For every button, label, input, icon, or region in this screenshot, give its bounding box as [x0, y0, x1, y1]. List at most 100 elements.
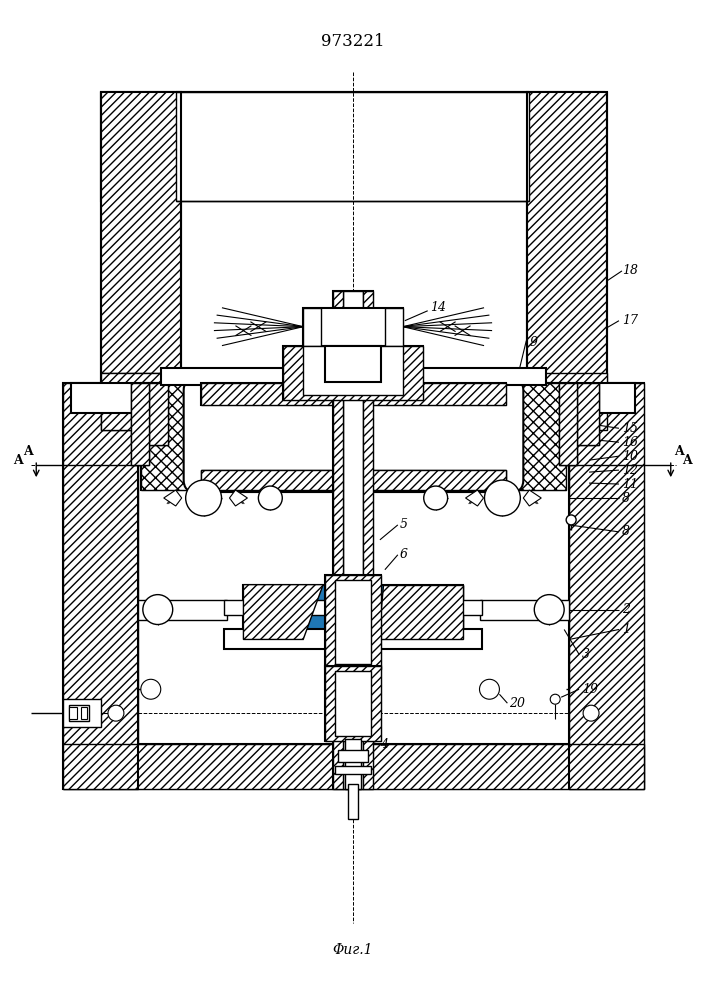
Text: 13: 13: [415, 377, 431, 390]
Circle shape: [186, 480, 221, 516]
Bar: [141, 383, 566, 490]
Text: 15: 15: [622, 422, 638, 435]
Bar: [71, 383, 181, 413]
Bar: [385, 308, 403, 346]
Text: Φиг.1: Φиг.1: [333, 943, 373, 957]
Polygon shape: [230, 490, 247, 506]
Bar: [201, 383, 506, 405]
Bar: [63, 383, 138, 789]
Bar: [325, 575, 381, 669]
Circle shape: [141, 679, 160, 699]
Bar: [506, 383, 566, 490]
Bar: [335, 766, 371, 774]
Bar: [527, 92, 607, 400]
Text: 8: 8: [622, 525, 630, 538]
Text: 16: 16: [622, 436, 638, 449]
Text: 20: 20: [509, 697, 525, 710]
Circle shape: [534, 595, 564, 625]
Text: 19: 19: [582, 683, 598, 696]
Bar: [201, 383, 506, 405]
Polygon shape: [465, 490, 484, 506]
Bar: [569, 383, 644, 789]
Text: A: A: [13, 454, 23, 467]
Bar: [101, 92, 604, 201]
Circle shape: [479, 679, 499, 699]
Text: 1: 1: [622, 623, 630, 636]
Bar: [325, 666, 381, 741]
Circle shape: [484, 480, 520, 516]
Bar: [101, 373, 181, 430]
Bar: [141, 383, 201, 490]
Circle shape: [566, 515, 576, 525]
Text: 9: 9: [530, 336, 537, 349]
Bar: [373, 600, 482, 615]
Bar: [176, 92, 530, 201]
Text: A: A: [674, 445, 684, 458]
Text: 11: 11: [622, 478, 638, 491]
Bar: [363, 291, 373, 789]
Text: 3: 3: [582, 648, 590, 661]
Bar: [284, 346, 423, 400]
Bar: [243, 585, 328, 639]
Bar: [345, 739, 361, 789]
Circle shape: [423, 486, 448, 510]
Bar: [201, 470, 506, 490]
Bar: [69, 705, 89, 721]
Text: 8: 8: [622, 492, 630, 505]
Bar: [343, 291, 363, 789]
Bar: [333, 291, 373, 789]
Bar: [479, 600, 569, 620]
Polygon shape: [378, 585, 462, 639]
Text: 6: 6: [400, 548, 408, 561]
Text: 17: 17: [622, 314, 638, 327]
Bar: [201, 470, 506, 490]
Bar: [63, 744, 644, 789]
Text: 4: 4: [380, 738, 388, 751]
Bar: [378, 585, 462, 639]
Text: 14: 14: [430, 301, 445, 314]
Bar: [378, 585, 462, 639]
Bar: [325, 575, 381, 669]
Bar: [101, 373, 181, 430]
Polygon shape: [243, 585, 323, 639]
Bar: [284, 346, 423, 400]
Bar: [527, 383, 635, 413]
Bar: [569, 383, 599, 445]
Text: 2: 2: [622, 603, 630, 616]
Text: 12: 12: [622, 464, 638, 477]
Bar: [559, 383, 577, 465]
Bar: [335, 671, 371, 736]
Bar: [63, 699, 101, 727]
Text: 5: 5: [400, 518, 408, 531]
Bar: [335, 580, 371, 664]
Bar: [131, 383, 148, 465]
Bar: [303, 308, 403, 346]
Text: 18: 18: [622, 264, 638, 277]
Bar: [223, 600, 333, 615]
Bar: [131, 383, 148, 465]
Bar: [333, 291, 343, 789]
Circle shape: [143, 595, 173, 625]
Polygon shape: [523, 490, 542, 506]
Bar: [69, 707, 77, 719]
Bar: [303, 346, 403, 395]
Bar: [243, 585, 328, 639]
Bar: [348, 784, 358, 819]
Circle shape: [550, 694, 560, 704]
Bar: [138, 600, 228, 620]
Bar: [63, 383, 644, 789]
Circle shape: [583, 705, 599, 721]
Bar: [160, 368, 547, 385]
Bar: [527, 373, 607, 430]
Bar: [569, 383, 599, 445]
Bar: [101, 92, 181, 400]
Bar: [223, 629, 482, 649]
Bar: [138, 383, 168, 445]
Text: 10: 10: [622, 450, 638, 463]
Text: 7: 7: [335, 528, 343, 541]
Bar: [325, 346, 381, 382]
Bar: [338, 750, 368, 762]
FancyBboxPatch shape: [184, 378, 523, 492]
Circle shape: [258, 486, 282, 510]
Bar: [325, 666, 381, 741]
